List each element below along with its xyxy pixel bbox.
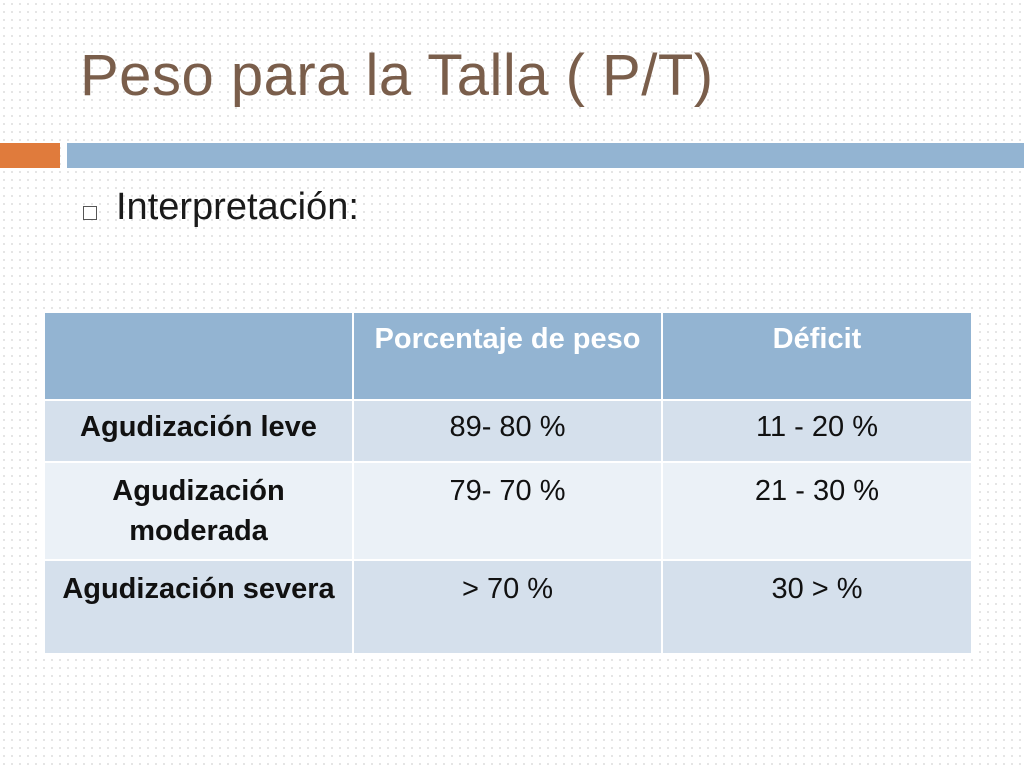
interpretation-table: Porcentaje de peso Déficit Agudización l… <box>43 311 973 655</box>
square-bullet-icon <box>83 206 97 220</box>
percent-cell: 79- 70 % <box>352 461 663 561</box>
deficit-cell: 30 > % <box>661 559 973 655</box>
table-row: Agudización leve 89- 80 % 11 - 20 % <box>43 399 973 463</box>
deficit-cell: 21 - 30 % <box>661 461 973 561</box>
deficit-cell: 11 - 20 % <box>661 399 973 463</box>
bullet-text: Interpretación: <box>116 186 359 228</box>
percent-cell: 89- 80 % <box>352 399 663 463</box>
header-cell-percent: Porcentaje de peso <box>352 311 663 401</box>
row-label: Agudización leve <box>43 399 354 463</box>
table-row: Agudización severa > 70 % 30 > % <box>43 559 973 655</box>
slide-title: Peso para la Talla ( P/T) <box>80 43 714 108</box>
table-row: Agudización moderada 79- 70 % 21 - 30 % <box>43 461 973 561</box>
accent-bar <box>0 143 60 168</box>
header-cell-deficit: Déficit <box>661 311 973 401</box>
percent-cell: > 70 % <box>352 559 663 655</box>
header-cell-empty <box>43 311 354 401</box>
table-header-row: Porcentaje de peso Déficit <box>43 311 973 401</box>
row-label: Agudización moderada <box>43 461 354 561</box>
row-label: Agudización severa <box>43 559 354 655</box>
title-underline-bar <box>67 143 1024 168</box>
